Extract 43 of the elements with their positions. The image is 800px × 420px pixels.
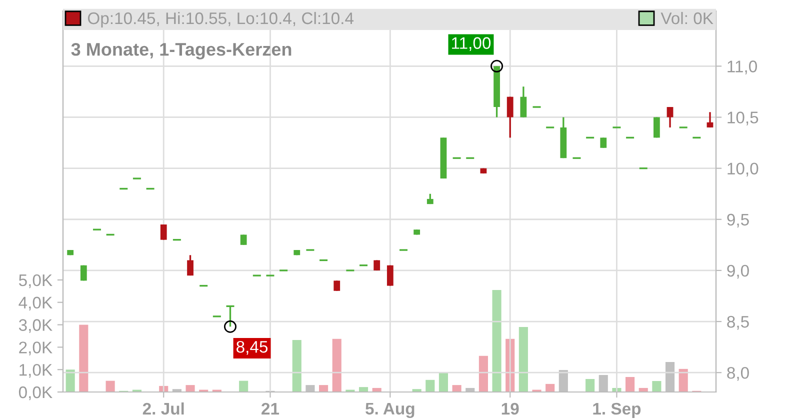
bar xyxy=(358,387,368,392)
y-tick-label: 8,5 xyxy=(727,316,749,330)
x-tick-label: 2. Jul xyxy=(142,402,184,415)
bar xyxy=(652,381,662,392)
y-tick-label: 10,0 xyxy=(728,162,758,176)
text: 3 Monate, 1-Tages-Kerzen xyxy=(71,42,292,60)
bar xyxy=(492,290,502,392)
y2-tick-label: 2,0K xyxy=(19,342,52,356)
annotation: 8,45 xyxy=(236,340,268,355)
bar xyxy=(66,370,75,392)
bar xyxy=(319,385,328,392)
bar xyxy=(426,380,435,392)
bar xyxy=(79,324,88,392)
y2-tick-label: 0,0K xyxy=(18,386,52,400)
bar xyxy=(332,338,342,392)
x-tick-label: 19 xyxy=(502,402,519,415)
y-tick-label: 8,0 xyxy=(727,366,749,381)
bar xyxy=(186,385,195,392)
y-tick-label: 9,0 xyxy=(727,264,749,279)
y2-tick-label: 5,0K xyxy=(18,274,52,288)
bar xyxy=(478,356,488,392)
bar xyxy=(546,384,555,392)
y2-tick-label: 3,0K xyxy=(18,319,52,333)
bar xyxy=(678,368,688,392)
legend-label: Op:10.45, Hi:10.55, Lo:10.4, Cl:10.4 xyxy=(88,12,354,28)
bar xyxy=(239,380,248,392)
x-tick-label: 1. Sep xyxy=(593,402,641,418)
bar xyxy=(292,340,302,392)
x-tick-label: 21 xyxy=(262,402,280,414)
y2-tick-label: 1,0K xyxy=(20,364,52,378)
bar xyxy=(518,327,528,392)
bar xyxy=(438,372,448,392)
y2-tick-label: 4,0K xyxy=(18,296,52,311)
x-tick-label: 5. Aug xyxy=(366,402,414,418)
annotation: 11,00 xyxy=(452,37,491,51)
y-tick-label: 9,5 xyxy=(727,214,749,228)
bar xyxy=(452,385,462,392)
bar xyxy=(586,379,595,392)
y-tick-label: 11,0 xyxy=(728,60,757,74)
y-tick-label: 10,5 xyxy=(728,112,758,126)
bar xyxy=(106,380,115,392)
legend-label: Vol: 0K xyxy=(660,12,714,24)
bar xyxy=(626,376,635,392)
